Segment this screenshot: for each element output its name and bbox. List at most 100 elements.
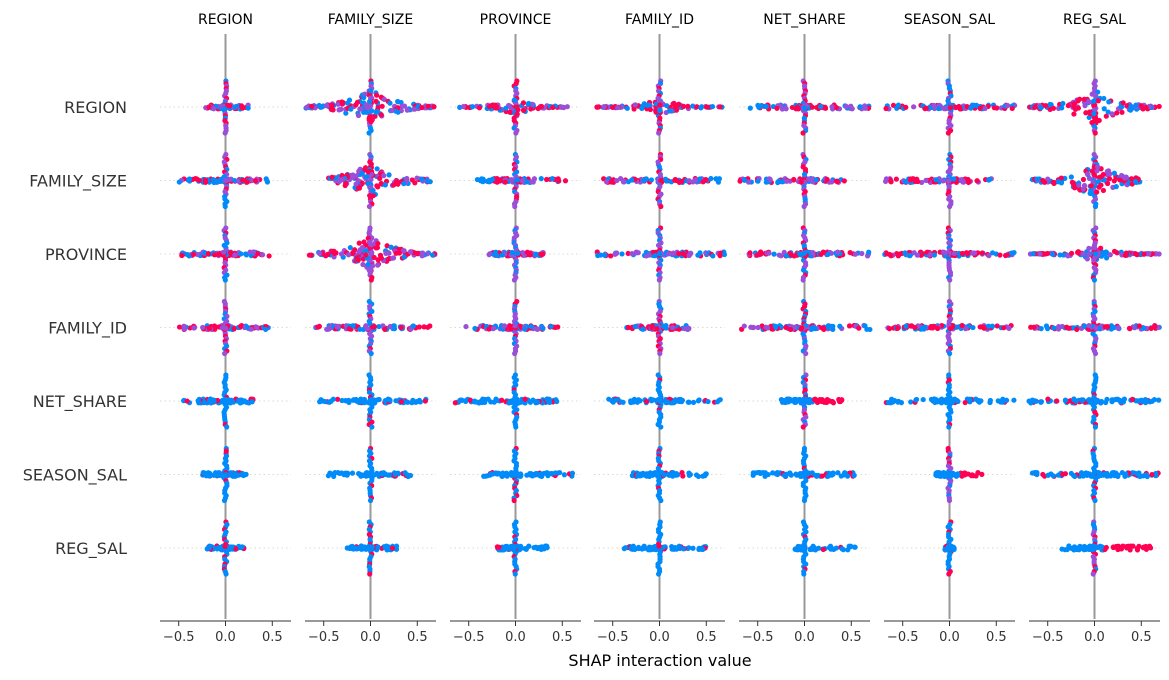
shap-point bbox=[635, 472, 641, 478]
shap-point bbox=[947, 350, 953, 357]
shap-point bbox=[950, 472, 956, 478]
cell-reg-sal-province bbox=[494, 519, 550, 577]
cell-region-region bbox=[203, 78, 251, 136]
shap-point bbox=[649, 323, 655, 330]
shap-point bbox=[810, 250, 816, 256]
shap-point bbox=[657, 107, 663, 114]
shap-point bbox=[379, 103, 385, 109]
shap-point bbox=[374, 166, 380, 172]
shap-point bbox=[737, 178, 743, 184]
shap-point bbox=[709, 103, 716, 110]
shap-point bbox=[639, 104, 646, 110]
shap-point bbox=[417, 399, 423, 405]
shap-point bbox=[779, 106, 785, 112]
shap-point bbox=[721, 251, 728, 258]
cell-province-net-share bbox=[746, 225, 872, 283]
shap-point bbox=[806, 176, 812, 182]
shap-point bbox=[962, 399, 968, 406]
shap-point bbox=[898, 400, 905, 406]
shap-point bbox=[1075, 105, 1082, 111]
shap-point bbox=[562, 178, 569, 184]
shap-point bbox=[355, 471, 362, 477]
shap-point bbox=[544, 545, 550, 551]
shap-point bbox=[1093, 325, 1099, 331]
shap-point bbox=[382, 397, 388, 404]
shap-point bbox=[569, 470, 576, 476]
shap-point bbox=[1100, 171, 1107, 178]
shap-point bbox=[395, 181, 401, 187]
shap-point bbox=[511, 97, 518, 103]
shap-point bbox=[233, 546, 239, 552]
shap-point bbox=[353, 545, 359, 551]
shap-point bbox=[346, 399, 352, 406]
shap-point bbox=[1120, 100, 1126, 106]
shap-point bbox=[1034, 176, 1040, 182]
shap-point bbox=[411, 106, 417, 112]
shap-point bbox=[384, 243, 390, 249]
shap-point bbox=[646, 471, 652, 478]
shap-point bbox=[615, 104, 621, 111]
shap-point bbox=[237, 323, 244, 329]
shap-point bbox=[520, 100, 527, 106]
shap-point bbox=[494, 104, 500, 110]
shap-point bbox=[366, 267, 372, 274]
shap-point bbox=[390, 255, 396, 261]
cell-season-sal-net-share bbox=[750, 445, 857, 504]
shap-point bbox=[211, 252, 218, 258]
shap-point bbox=[686, 470, 692, 476]
shap-point bbox=[182, 326, 188, 332]
shap-point bbox=[361, 400, 367, 406]
shap-point bbox=[923, 105, 929, 111]
shap-point bbox=[932, 104, 938, 110]
shap-point bbox=[608, 179, 614, 185]
shap-point bbox=[942, 397, 948, 403]
shap-point bbox=[1068, 250, 1075, 256]
shap-point bbox=[1118, 172, 1125, 179]
shap-point bbox=[232, 104, 238, 110]
shap-point bbox=[194, 251, 200, 258]
shap-point bbox=[1079, 397, 1085, 403]
shap-point bbox=[369, 117, 375, 123]
shap-point bbox=[784, 178, 790, 184]
shap-point bbox=[801, 497, 808, 504]
shap-point bbox=[1080, 176, 1087, 183]
shap-point bbox=[211, 398, 217, 404]
shap-point bbox=[370, 188, 376, 194]
shap-point bbox=[888, 179, 894, 185]
shap-point bbox=[1132, 178, 1139, 185]
shap-point bbox=[401, 254, 407, 260]
shap-point bbox=[838, 473, 844, 479]
shap-point bbox=[538, 471, 544, 477]
shap-point bbox=[501, 323, 507, 329]
shap-point bbox=[703, 471, 709, 477]
shap-point bbox=[350, 250, 356, 256]
shap-point bbox=[632, 323, 638, 330]
shap-point bbox=[339, 176, 346, 183]
shap-point bbox=[981, 324, 987, 331]
shap-point bbox=[393, 398, 399, 404]
shap-point bbox=[1078, 470, 1085, 476]
cell-season-sal-province bbox=[481, 445, 576, 504]
shap-point bbox=[368, 350, 374, 357]
shap-point bbox=[884, 251, 890, 257]
shap-point bbox=[253, 324, 259, 330]
cell-region-family-id bbox=[594, 78, 725, 136]
shap-point bbox=[382, 544, 388, 551]
shap-point bbox=[349, 544, 355, 550]
shap-point bbox=[252, 178, 259, 184]
shap-point bbox=[1107, 252, 1113, 258]
shap-point bbox=[1119, 109, 1125, 115]
shap-point bbox=[347, 245, 353, 251]
shap-point bbox=[1086, 99, 1092, 105]
shap-point bbox=[846, 323, 853, 329]
cell-reg-sal-region bbox=[204, 519, 247, 577]
cell-net-share-net-share bbox=[778, 372, 845, 430]
shap-point bbox=[664, 103, 670, 109]
shap-point bbox=[1028, 324, 1034, 330]
shap-point bbox=[528, 106, 534, 112]
shap-point bbox=[371, 324, 378, 330]
shap-point bbox=[783, 253, 790, 259]
shap-point bbox=[962, 470, 968, 476]
shap-point bbox=[694, 104, 700, 110]
shap-point bbox=[176, 179, 182, 185]
